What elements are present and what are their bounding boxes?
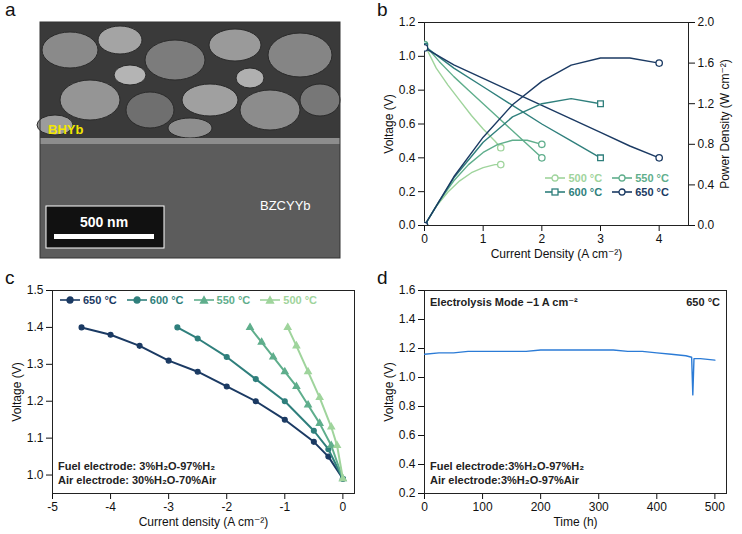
- svg-text:1.6: 1.6: [698, 56, 715, 70]
- html-text:Fuel electrode:3%H₂O-97%H₂: Fuel electrode:3%H₂O-97%H₂: [430, 460, 584, 472]
- svg-text:0.4: 0.4: [399, 151, 416, 165]
- svg-text:1: 1: [480, 232, 487, 246]
- svg-text:1.4: 1.4: [399, 312, 416, 326]
- svg-text:1.2: 1.2: [399, 15, 416, 29]
- html-text:550 °C: 550 °C: [216, 294, 251, 306]
- svg-text:1.2: 1.2: [27, 394, 44, 408]
- svg-text:2.0: 2.0: [698, 15, 715, 29]
- svg-text:-4: -4: [105, 500, 116, 514]
- svg-text:300: 300: [589, 500, 609, 514]
- svg-text:100: 100: [473, 500, 493, 514]
- svg-text:Time (h): Time (h): [553, 515, 597, 529]
- html-text:Electrolysis Mode −1 A cm⁻²: Electrolysis Mode −1 A cm⁻²: [430, 296, 578, 308]
- svg-text:0.0: 0.0: [399, 218, 416, 232]
- svg-text:400: 400: [647, 500, 667, 514]
- svg-text:4: 4: [656, 232, 663, 246]
- svg-text:-5: -5: [47, 500, 58, 514]
- svg-text:0.6: 0.6: [399, 428, 416, 442]
- html-text:c: c: [5, 267, 15, 288]
- html-text:650 °C: 650 °C: [83, 294, 117, 306]
- svg-text:1.1: 1.1: [27, 431, 44, 445]
- html-text:b: b: [377, 0, 388, 20]
- svg-text:3: 3: [597, 232, 604, 246]
- svg-text:1.2: 1.2: [698, 97, 715, 111]
- svg-text:1.2: 1.2: [399, 341, 416, 355]
- html-text:600 °C: 600 °C: [568, 186, 603, 199]
- svg-text:-1: -1: [279, 500, 290, 514]
- html-text:500 °C: 500 °C: [568, 172, 603, 185]
- svg-text:Voltage (V): Voltage (V): [382, 94, 396, 153]
- svg-text:Current Density (A cm⁻²): Current Density (A cm⁻²): [491, 247, 623, 261]
- html-text:Air electrode: 30%H₂O-70%Air: Air electrode: 30%H₂O-70%Air: [58, 474, 217, 486]
- svg-text:1.3: 1.3: [27, 357, 44, 371]
- svg-text:Voltage (V): Voltage (V): [382, 362, 396, 421]
- html-text:550 °C: 550 °C: [635, 172, 669, 185]
- svg-text:1.0: 1.0: [399, 49, 416, 63]
- svg-text:2: 2: [538, 232, 545, 246]
- svg-text:0: 0: [421, 232, 428, 246]
- svg-text:BHYb: BHYb: [48, 122, 83, 137]
- svg-text:1.4: 1.4: [27, 320, 44, 334]
- svg-text:Power Density (W cm⁻²): Power Density (W cm⁻²): [718, 59, 732, 189]
- svg-text:0.2: 0.2: [399, 486, 416, 500]
- svg-text:500 nm: 500 nm: [80, 214, 128, 230]
- svg-text:BZCYYb: BZCYYb: [260, 198, 311, 213]
- svg-text:0.4: 0.4: [698, 178, 715, 192]
- svg-text:Voltage (V): Voltage (V): [10, 362, 24, 421]
- svg-text:500: 500: [705, 500, 725, 514]
- svg-text:200: 200: [531, 500, 551, 514]
- svg-text:1.0: 1.0: [399, 370, 416, 384]
- svg-text:0.6: 0.6: [399, 117, 416, 131]
- svg-text:0: 0: [340, 500, 347, 514]
- svg-text:0.2: 0.2: [399, 185, 416, 199]
- svg-text:0.4: 0.4: [399, 457, 416, 471]
- html-text:500 °C: 500 °C: [283, 294, 318, 306]
- svg-text:1.5: 1.5: [27, 283, 44, 297]
- html-text:a: a: [5, 0, 16, 20]
- svg-text:-3: -3: [163, 500, 174, 514]
- svg-text:1.6: 1.6: [399, 283, 416, 297]
- svg-text:-2: -2: [221, 500, 232, 514]
- html-text:650 °C: 650 °C: [686, 296, 720, 308]
- html-text:600 °C: 600 °C: [149, 294, 184, 306]
- html-text:Fuel electrode: 3%H₂O-97%H₂: Fuel electrode: 3%H₂O-97%H₂: [58, 460, 216, 472]
- svg-text:0.0: 0.0: [698, 218, 715, 232]
- html-text:Air electrode:3%H₂O-97%Air: Air electrode:3%H₂O-97%Air: [430, 474, 580, 486]
- svg-text:0.8: 0.8: [698, 137, 715, 151]
- svg-text:1.0: 1.0: [27, 468, 44, 482]
- html-text:d: d: [377, 267, 388, 288]
- svg-text:0.8: 0.8: [399, 83, 416, 97]
- svg-text:0.8: 0.8: [399, 399, 416, 413]
- svg-text:0: 0: [421, 500, 428, 514]
- html-text:650 °C: 650 °C: [635, 186, 669, 199]
- svg-text:Current density (A cm⁻²): Current density (A cm⁻²): [139, 515, 269, 529]
